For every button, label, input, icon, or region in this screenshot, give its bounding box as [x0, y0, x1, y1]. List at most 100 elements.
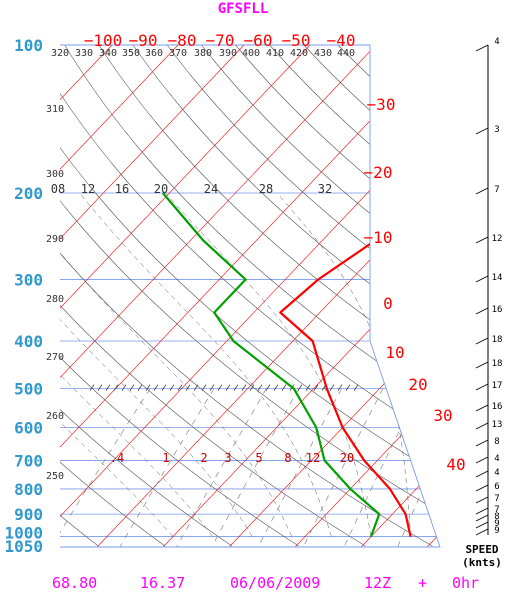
dry-adiabat: [338, 45, 506, 546]
temperature-label: 40: [446, 455, 465, 474]
temperature-label: 0: [383, 294, 393, 313]
pressure-label: 800: [14, 480, 43, 499]
hatch-mark: [242, 385, 246, 391]
wind-barb: [476, 522, 488, 528]
wind-barb: [476, 471, 488, 477]
footer-date: 06/06/2009: [230, 574, 320, 591]
wind-speed-label: 4: [494, 37, 499, 47]
temperature-label: 10: [385, 343, 404, 362]
temperature-label: 20: [408, 375, 427, 394]
theta-label: 410: [266, 48, 284, 59]
wind-barb: [476, 515, 488, 521]
wind-barb: [476, 362, 488, 368]
theta-label: 370: [169, 48, 187, 59]
pressure-label: 100: [14, 36, 43, 55]
mixing-ratio-label: 12: [306, 451, 320, 465]
hatch-mark: [178, 385, 182, 391]
wind-speed-label: 18: [492, 335, 503, 345]
dry-adiabat: [0, 45, 31, 546]
temperature-label: −30: [367, 95, 396, 114]
wind-speed-label: 17: [492, 381, 503, 391]
chart-title: GFSFLL: [218, 1, 269, 17]
footer-plus: +: [418, 574, 427, 591]
temperature-label: −20: [364, 163, 393, 182]
footer: 68.80 16.37 06/06/2009 12Z + 0hr: [52, 574, 479, 591]
hatch-mark: [330, 385, 334, 391]
hatch-mark: [130, 385, 134, 391]
hatch-mark: [266, 385, 270, 391]
pressure-label: 300: [14, 271, 43, 290]
hatch-mark: [202, 385, 206, 391]
wind-axis-label-units: (knts): [462, 556, 502, 569]
wind-speed-label: 16: [492, 305, 503, 315]
wind-speed-label: 18: [492, 359, 503, 369]
wind-speed-label: 7: [494, 185, 499, 195]
isotherm-line: [31, 45, 506, 547]
isotherm-line: [0, 45, 244, 547]
hatch-mark: [218, 385, 222, 391]
mixing-ratio-label: 5: [255, 451, 262, 465]
moist-adiabat: [166, 193, 372, 537]
hatch-mark: [274, 385, 278, 391]
theta-label: 300: [46, 169, 64, 180]
wind-barb: [476, 276, 488, 282]
wind-speed-label: 16: [492, 402, 503, 412]
hatch-mark: [186, 385, 190, 391]
theta-label: 360: [145, 48, 163, 59]
hatch-mark: [258, 385, 262, 391]
pressure-label: 1050: [4, 537, 43, 556]
pressure-label: 600: [14, 419, 43, 438]
theta-label: 310: [46, 104, 64, 115]
theta-label: 420: [290, 48, 308, 59]
mixing-ratio-line: [344, 389, 420, 547]
mixing-ratio-label: 12: [81, 182, 95, 196]
isotherm-line: [0, 45, 178, 547]
wind-barb: [476, 338, 488, 344]
wind-speed-label: 6: [494, 482, 499, 492]
hatch-mark: [194, 385, 198, 391]
isotherm-line: [295, 45, 506, 547]
temperature-label: 30: [433, 406, 452, 425]
mixing-ratio-label: 24: [204, 182, 218, 196]
mixing-ratio-label: 20: [154, 182, 168, 196]
hatch-mark: [306, 385, 310, 391]
wind-speed-label: 8: [494, 437, 499, 447]
wind-barb: [476, 405, 488, 411]
pressure-label: 400: [14, 332, 43, 351]
isotherm-line: [0, 45, 46, 547]
wind-barb: [476, 497, 488, 503]
wind-barb: [476, 508, 488, 514]
wind-barb: [476, 457, 488, 463]
theta-label: 320: [51, 48, 69, 59]
wind-barb: [476, 485, 488, 491]
wind-barb: [476, 529, 488, 535]
hatch-mark: [226, 385, 230, 391]
pressure-label: 900: [14, 505, 43, 524]
dry-adiabat: [99, 45, 506, 546]
wind-barb: [476, 440, 488, 446]
mixing-ratio-label: 08: [51, 182, 65, 196]
hatch-mark: [154, 385, 158, 391]
footer-forecast-hour: 0hr: [452, 574, 479, 591]
pressure-label: 700: [14, 451, 43, 470]
mixing-ratio-label: 1: [162, 451, 169, 465]
hatch-mark: [98, 385, 102, 391]
wind-barb: [476, 308, 488, 314]
mixing-ratio-label: 2: [200, 451, 207, 465]
mixing-ratio-label: 3: [224, 451, 231, 465]
temperature-label: −10: [364, 228, 393, 247]
footer-value-2: 16.37: [140, 574, 185, 591]
mixing-ratio-line: [177, 389, 267, 547]
dry-adiabat: [0, 45, 506, 546]
dry-adiabat: [0, 45, 165, 546]
dry-adiabat: [31, 45, 506, 546]
theta-label: 250: [46, 471, 64, 482]
dry-adiabat: [0, 45, 499, 546]
wind-barb: [476, 237, 488, 243]
footer-value-1: 68.80: [52, 574, 97, 591]
mixing-ratio-label: .4: [110, 451, 124, 465]
theta-label: 390: [219, 48, 237, 59]
wind-barb: [476, 128, 488, 134]
